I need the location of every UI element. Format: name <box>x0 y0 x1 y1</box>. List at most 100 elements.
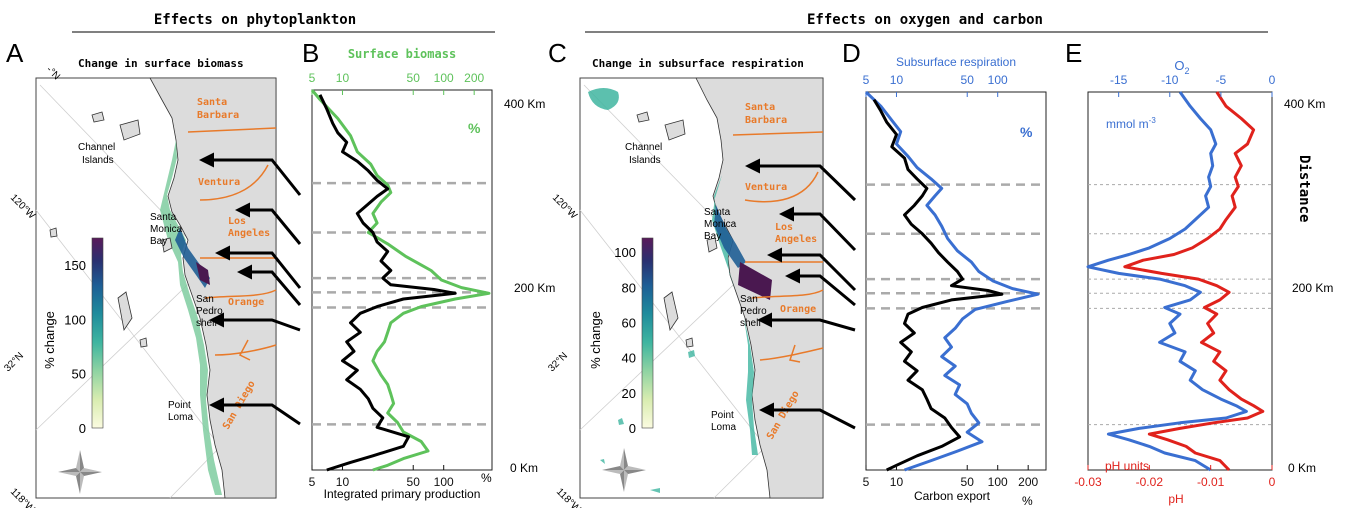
panel-b-bottom-ticks: 5 10 50 100 <box>309 465 454 489</box>
colorbar-tick-label: 100 <box>614 245 636 260</box>
panel-letter-c: C <box>548 38 567 68</box>
colorbar-tick-label: 100 <box>64 312 86 327</box>
distance-label-200-b: 200 Km <box>514 281 555 295</box>
map-c-offshore-patch <box>588 88 619 110</box>
series-line <box>318 94 457 472</box>
map-a-label-santa-monica-bay: Santa Monica Bay <box>150 212 183 247</box>
map-a-islands <box>49 111 173 348</box>
map-a-label-point-loma: Point Loma <box>168 400 193 423</box>
tick-label: -0.03 <box>1074 475 1102 489</box>
map-c-lon-label-118: 118°W <box>554 486 583 508</box>
panel-b-percent-label: % <box>468 120 481 136</box>
arrow-santa-monica <box>235 202 302 245</box>
map-c-resp-peak <box>738 262 772 300</box>
series-line <box>1123 91 1265 472</box>
panel-e-bottom-unit-label: pH units <box>1105 459 1149 473</box>
arrow-orange <box>209 312 301 332</box>
map-c-label-point-loma: Point Loma <box>711 410 736 433</box>
panel-b-series <box>310 89 491 472</box>
tick-label: 50 <box>961 475 975 489</box>
arrow-c-orange <box>757 312 856 332</box>
map-c-colorbar-label: % change <box>588 311 603 369</box>
distance-label-0-e: 0 Km <box>1288 461 1316 475</box>
arrow-c-santa-monica <box>779 206 857 252</box>
map-c-county-los-angeles: Los Angeles <box>775 222 817 245</box>
series-line <box>872 98 1004 472</box>
arrows-a-to-b <box>199 152 302 426</box>
panel-d-top-ticks: 5 10 50 100 <box>863 73 1008 97</box>
panel-e-bottom-ticks: -0.03 -0.02 -0.01 0 <box>1074 465 1276 489</box>
map-a-compass-icon <box>58 450 102 494</box>
colorbar-tick-label: 80 <box>622 280 636 295</box>
panel-e-bottom-axis-label: pH <box>1168 492 1183 506</box>
panel-b-frame <box>311 89 493 471</box>
map-c-colorbar: % change 0 20 40 60 80 100 <box>588 237 654 436</box>
map-c-county-santa-barbara: Santa Barbara <box>745 102 787 126</box>
colorbar-tick-label: 150 <box>64 258 86 273</box>
panel-b-bottom-axis-label: Integrated primary production <box>324 487 481 501</box>
map-a-lat-label-32: 32°N <box>2 351 26 375</box>
colorbar-tick-label: 0 <box>79 421 86 436</box>
distance-label-400-b: 400 Km <box>504 97 545 111</box>
map-a-bloom <box>160 140 222 495</box>
arrow-c-la-1 <box>767 247 857 292</box>
distance-label-0-b: 0 Km <box>510 461 538 475</box>
map-c-label-san-pedro-shelf: San Pedro shelf <box>740 294 767 329</box>
map-a-label-channel-islands: Channel Islands <box>78 142 115 166</box>
map-c-compass-icon <box>602 448 646 492</box>
panel-letter-a: A <box>6 38 24 68</box>
map-a-county-los-angeles: Los Angeles <box>228 216 270 239</box>
map-c-resp-core <box>714 205 746 268</box>
panel-d-bottom-percent-label: % <box>1022 494 1033 508</box>
map-a-colorbar-bar <box>91 237 104 429</box>
tick-label: 50 <box>407 71 421 85</box>
map-a: % change 0 50 100 150 Change in surface bio… <box>2 57 277 508</box>
arrow-la-1 <box>215 245 302 289</box>
panel-letter-d: D <box>842 38 861 68</box>
map-c-label-channel-islands: Channel Islands <box>625 142 662 166</box>
tick-label: 50 <box>961 73 975 87</box>
panel-b-top-ticks: 5 10 50 100 200 <box>309 71 485 95</box>
panel-letter-e: E <box>1065 38 1082 68</box>
tick-label: 5 <box>309 475 316 489</box>
map-c: % change 0 20 40 60 80 100 Change in subsurfa… <box>546 57 824 508</box>
tick-label: 100 <box>434 475 454 489</box>
tick-label: 0 <box>1269 475 1276 489</box>
panel-d-bottom-ticks: 5 10 50 100 200 <box>863 465 1039 489</box>
tick-label: 50 <box>407 475 421 489</box>
map-a-county-orange: Orange <box>228 297 264 308</box>
map-a-colorbar: % change 0 50 100 150 <box>42 237 104 436</box>
arrow-c-la-2 <box>785 268 856 307</box>
header-phytoplankton: Effects on phytoplankton <box>154 12 356 28</box>
series-line <box>864 90 1040 472</box>
colorbar-tick-label: 50 <box>72 367 86 382</box>
tick-label: 10 <box>890 73 904 87</box>
tick-label: -5 <box>1216 73 1227 87</box>
panel-e-side-title: Distance <box>1296 155 1312 222</box>
panel-b-top-axis-label: Surface biomass <box>348 47 456 61</box>
map-c-offshore-dots <box>600 350 695 493</box>
tick-label: 10 <box>336 475 350 489</box>
map-c-islands <box>636 111 718 348</box>
map-c-colorbar-bar <box>641 237 654 429</box>
map-c-county-orange: Orange <box>780 304 816 315</box>
map-a-title: Change in surface biomass <box>78 57 244 70</box>
panel-b-dashed-lines <box>312 181 492 426</box>
map-c-colorbar-ticks: 0 20 40 60 80 100 <box>614 245 636 436</box>
distance-labels-e: 400 Km 200 Km 0 Km <box>1284 97 1333 475</box>
map-c-lon-label-120: 120°W <box>550 192 579 221</box>
tick-label: 5 <box>309 71 316 85</box>
map-a-colorbar-ticks: 0 50 100 150 <box>64 258 86 436</box>
tick-label: 100 <box>434 71 454 85</box>
map-a-bloom-peak <box>196 262 210 285</box>
tick-label: 100 <box>988 475 1008 489</box>
panel-d-bottom-axis-label: Carbon export <box>914 489 991 503</box>
header-oxygen-carbon: Effects on oxygen and carbon <box>807 12 1043 28</box>
map-c-label-santa-monica-bay: Santa Monica Bay <box>704 207 737 242</box>
tick-label: 200 <box>464 71 484 85</box>
map-a-lon-label-120: 120°W <box>8 192 37 221</box>
map-a-label-san-pedro-shelf: San Pedro shelf <box>196 294 223 329</box>
tick-label: 5 <box>863 475 870 489</box>
colorbar-tick-label: 60 <box>622 315 636 330</box>
colorbar-tick-label: 20 <box>622 386 636 401</box>
